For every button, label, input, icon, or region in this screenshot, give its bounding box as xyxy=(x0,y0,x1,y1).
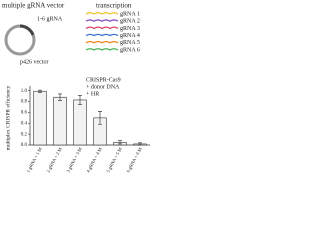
transcript-label: gRNA 5 xyxy=(120,40,140,46)
error-bar xyxy=(38,89,42,93)
transcript-line xyxy=(85,26,119,30)
annotation: + HR xyxy=(86,91,99,97)
y-axis-label: multiplex CRISPR efficiency xyxy=(4,85,11,150)
backbone-label: p426 vector xyxy=(20,59,49,65)
y-tick-label: 0.2 xyxy=(21,132,28,137)
y-tick-label: 0.0 xyxy=(21,143,28,148)
plasmid-insert xyxy=(19,24,35,36)
transcript-line xyxy=(85,33,119,37)
y-tick-label: 1.0 xyxy=(21,89,28,94)
transcript-label: gRNA 2 xyxy=(120,19,140,25)
transcript-label: gRNA 3 xyxy=(120,26,140,32)
x-tick-label: 6 gRNA + 6 M xyxy=(125,147,142,174)
error-bar xyxy=(118,140,122,145)
y-tick-label: 0.8 xyxy=(21,100,28,105)
x-tick-label: 2 gRNA + 2 M xyxy=(45,147,62,174)
x-tick-label: 5 gRNA + 5 M xyxy=(105,147,122,174)
annotation: + donor DNA xyxy=(86,84,120,90)
error-bar xyxy=(138,142,142,146)
transcript-line xyxy=(85,19,119,22)
error-bar xyxy=(98,111,102,125)
vector-title: multiple gRNA vector xyxy=(2,2,65,10)
x-tick-label: 1 gRNA + 1 M xyxy=(25,147,42,174)
x-tick-label: 3 gRNA + 3 M xyxy=(65,147,82,174)
error-bar xyxy=(58,93,62,101)
bar xyxy=(73,99,87,146)
transcript-line xyxy=(85,40,119,44)
figure: multiple gRNA vector 1-6 gRNA p426 vecto… xyxy=(2,2,150,174)
insert-label: 1-6 gRNA xyxy=(37,16,63,22)
error-bar xyxy=(78,95,82,105)
bar xyxy=(53,96,67,146)
y-tick-label: 0.4 xyxy=(21,121,28,126)
bar xyxy=(33,90,47,146)
transcript-line xyxy=(85,48,119,51)
transcript-line xyxy=(85,12,119,15)
y-tick-label: 0.6 xyxy=(21,111,28,116)
transcript-label: gRNA 4 xyxy=(120,33,140,39)
transcript-label: gRNA 6 xyxy=(120,47,140,53)
x-tick-label: 4 gRNA + 4 M xyxy=(85,147,102,174)
annotation: CRISPR-Cas9 xyxy=(86,77,121,83)
transcription-title: transcription xyxy=(96,2,132,10)
transcript-label: gRNA 1 xyxy=(120,11,140,17)
